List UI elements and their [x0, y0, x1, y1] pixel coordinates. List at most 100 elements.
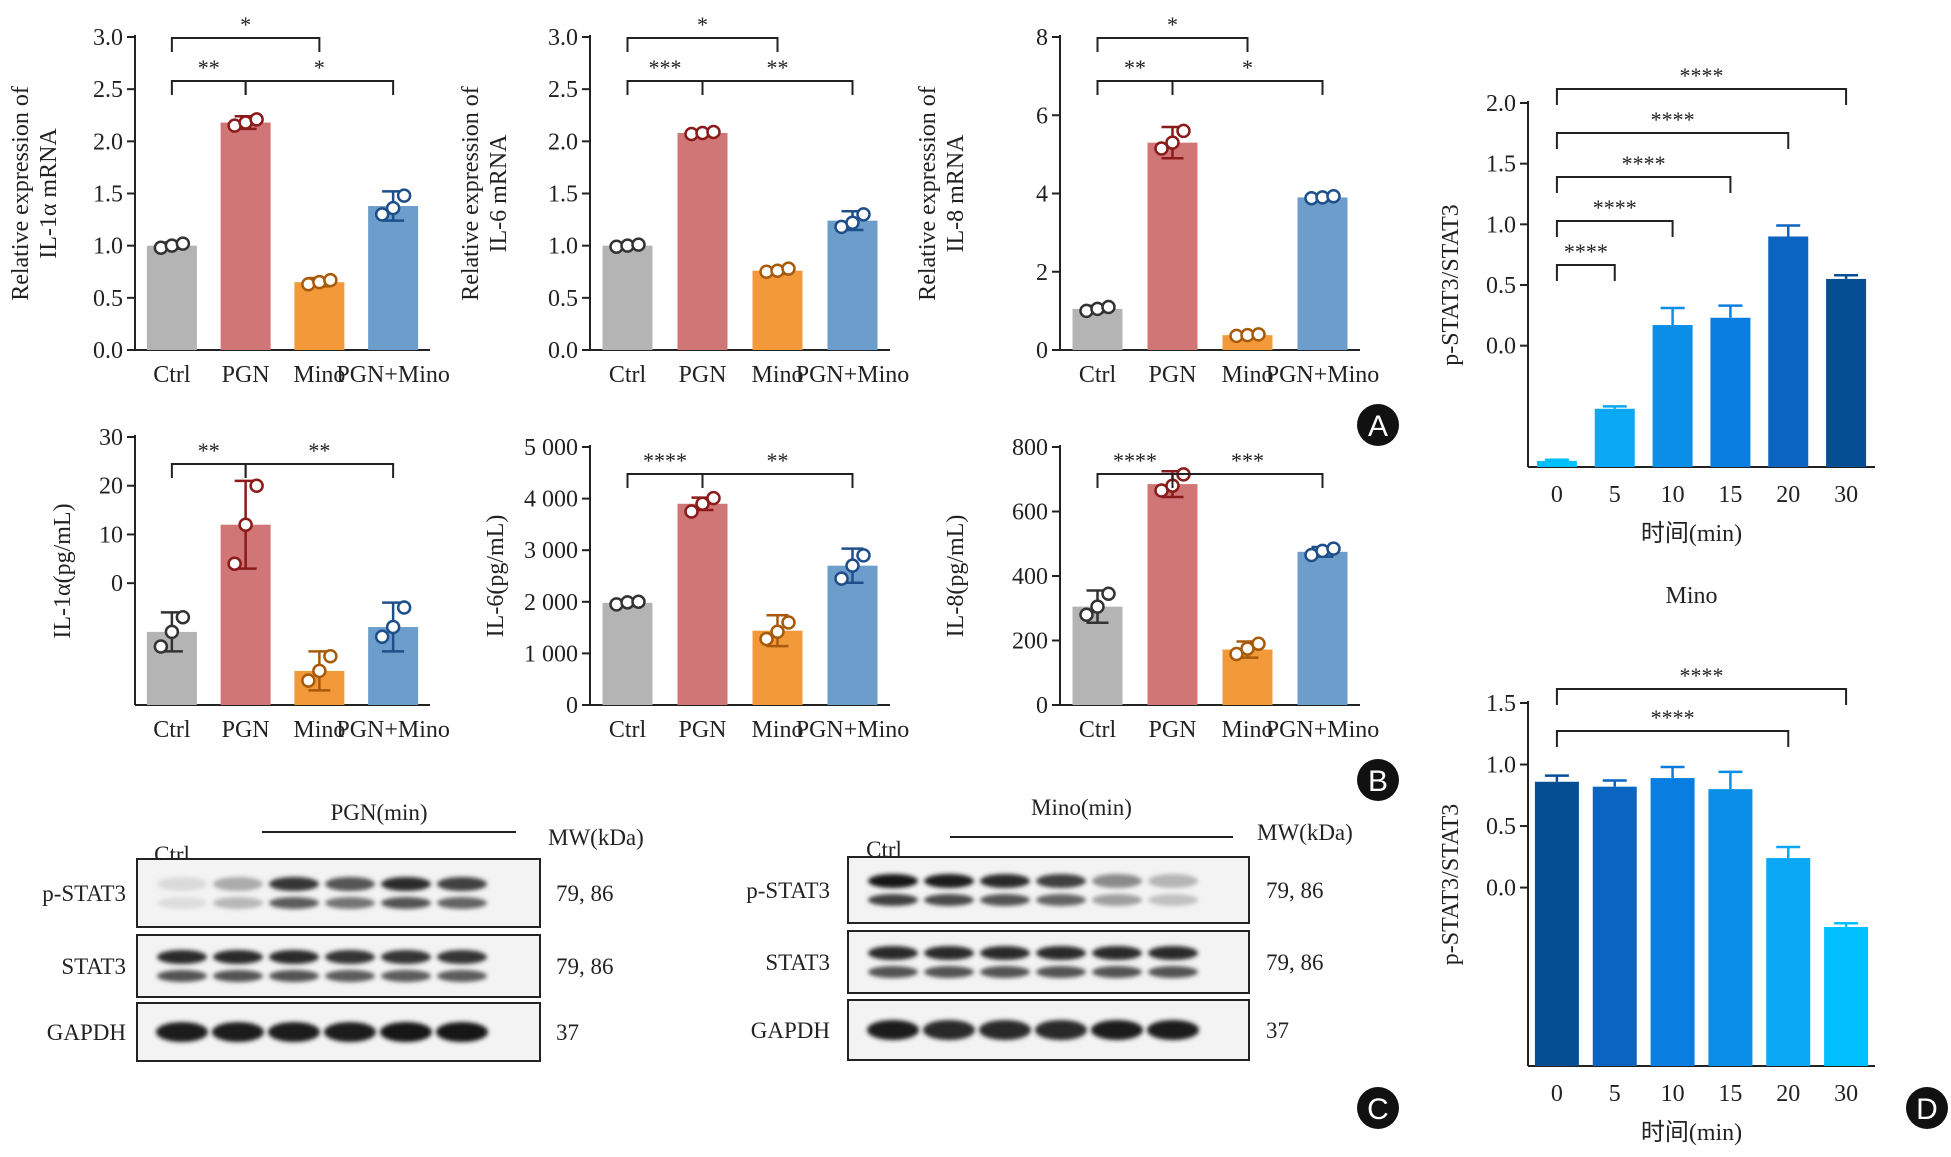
- x-category-label: 10: [1661, 1081, 1685, 1107]
- bar-ctrl: [602, 602, 653, 705]
- x-category-label: 5: [1609, 482, 1621, 508]
- y-axis-label: IL-1α(pg/mL): [50, 503, 76, 638]
- significance-bracket: [1096, 80, 1174, 95]
- data-point: [684, 504, 699, 519]
- y-tick-label: 8: [1036, 25, 1048, 51]
- blot-band-lower: [1036, 966, 1086, 978]
- data-point: [1154, 141, 1169, 156]
- data-point: [1165, 135, 1180, 150]
- significance-label: ****: [1680, 663, 1724, 688]
- y-tick-label: 30: [99, 425, 123, 451]
- mw-header: MW(kDa): [1257, 820, 1353, 845]
- significance-label: ****: [1651, 705, 1695, 730]
- bar-0: [1534, 781, 1579, 1066]
- x-category-label: 15: [1718, 1081, 1742, 1107]
- x-category-label: Mino: [293, 717, 345, 743]
- blot-strip: [136, 934, 541, 998]
- significance-bracket: [1555, 132, 1790, 149]
- y-tick-label: 0.5: [548, 286, 578, 312]
- significance-bracket: [170, 463, 247, 478]
- x-category-label: 30: [1834, 1081, 1858, 1107]
- blot-band-lower: [381, 897, 431, 909]
- bar-10: [1650, 778, 1695, 1066]
- blot-band-lower: [868, 894, 918, 906]
- blot-band-lower: [213, 970, 263, 982]
- data-point: [1101, 586, 1116, 601]
- data-point: [781, 615, 796, 630]
- blot-band: [268, 1022, 320, 1042]
- y-tick-label: 3 000: [524, 538, 578, 564]
- data-point: [249, 478, 264, 493]
- x-category-label: PGN+Mino: [796, 362, 910, 388]
- significance-bracket: [1555, 176, 1732, 193]
- blot-band-upper: [868, 874, 918, 888]
- data-point: [1326, 188, 1341, 204]
- y-tick-label: 1.0: [1486, 212, 1516, 238]
- y-tick-label: 0.5: [1486, 814, 1516, 840]
- x-category-label: PGN+Mino: [336, 717, 450, 743]
- x-category-label: 30: [1834, 482, 1858, 508]
- y-tick-label: 1.5: [93, 182, 123, 208]
- x-category-label: Mino: [1221, 362, 1273, 388]
- y-tick-label: 400: [1012, 564, 1048, 590]
- blot-band-upper: [157, 950, 207, 964]
- significance-bracket: [170, 37, 321, 52]
- y-tick-label: 1 000: [524, 641, 578, 667]
- blot-band: [1091, 1020, 1143, 1040]
- chart-D2: 0.0 0.5 1.0 1.5 0 5 10 15 20 30 **** **** p-STAT3/ST…: [1438, 583, 1875, 1146]
- blot-band-lower: [924, 966, 974, 978]
- blot-strip: [847, 930, 1250, 994]
- blot-band-lower: [1036, 894, 1086, 906]
- x-category-label: Mino: [1221, 717, 1273, 743]
- blot-band-upper: [980, 874, 1030, 888]
- data-point: [249, 112, 264, 127]
- x-category-label: 0: [1551, 1081, 1563, 1107]
- x-category-label: PGN+Mino: [336, 362, 450, 388]
- bar-20: [1768, 236, 1809, 467]
- blot-row-label: STAT3: [61, 954, 126, 979]
- significance-bracket: [170, 80, 247, 95]
- data-point: [227, 556, 242, 571]
- blot-band: [436, 1022, 488, 1042]
- blot-band: [212, 1022, 264, 1042]
- bar-15: [1708, 789, 1753, 1066]
- significance-bracket: [626, 37, 779, 52]
- x-category-label: PGN: [1148, 362, 1196, 388]
- blot-row-label: p-STAT3: [42, 881, 126, 906]
- blot-band-lower: [269, 897, 319, 909]
- blot-strip: [847, 856, 1250, 924]
- data-point: [845, 558, 860, 573]
- chart-D1: 0.0 0.5 1.0 1.5 2.0 0 5 10 15 20 30 **** **** **** ***…: [1438, 63, 1875, 547]
- panel-letter-b-text: B: [1368, 765, 1388, 798]
- y-tick-label: 4: [1036, 182, 1048, 208]
- x-category-label: 15: [1718, 482, 1742, 508]
- data-point: [631, 237, 646, 252]
- bar-mino: [752, 270, 803, 350]
- data-point: [856, 548, 871, 563]
- blot-row-label: GAPDH: [47, 1020, 126, 1045]
- blot-band-upper: [1148, 946, 1198, 960]
- x-category-label: PGN+Mino: [796, 717, 910, 743]
- x-axis-label: 时间(min): [1641, 1119, 1742, 1146]
- significance-bracket: [1171, 473, 1324, 488]
- data-point: [238, 517, 253, 532]
- blot-band-upper: [1036, 874, 1086, 888]
- significance-bracket: [244, 463, 395, 478]
- blot-band: [380, 1022, 432, 1042]
- significance-label: **: [767, 448, 789, 473]
- bar-pgn-mino: [827, 565, 878, 705]
- bar-ctrl: [602, 245, 653, 350]
- bar-pgn-mino: [368, 206, 419, 350]
- panel-letter-a: A: [1357, 404, 1399, 446]
- data-point: [631, 594, 646, 610]
- bar-pgn-mino: [1297, 551, 1348, 705]
- x-category-label: PGN: [678, 362, 726, 388]
- x-category-label: Ctrl: [1079, 717, 1117, 743]
- data-point: [1176, 123, 1191, 139]
- blot-mw-label: 79, 86: [556, 881, 614, 906]
- mw-header: MW(kDa): [548, 825, 644, 850]
